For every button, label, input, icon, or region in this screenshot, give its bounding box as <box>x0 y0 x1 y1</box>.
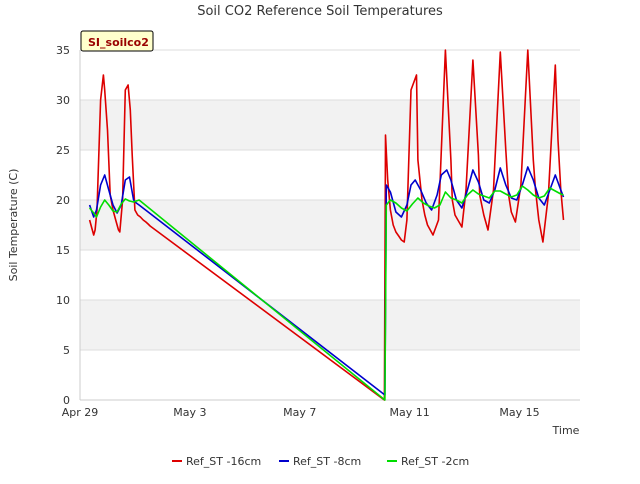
x-tick-label: Apr 29 <box>62 406 99 419</box>
y-tick-label: 0 <box>63 394 70 407</box>
y-tick-label: 25 <box>56 144 70 157</box>
site-tag-label: SI_soilco2 <box>88 36 149 49</box>
site-tag: SI_soilco2 <box>80 30 154 52</box>
site-tag-box <box>80 30 154 52</box>
series-line-1 <box>88 49 565 401</box>
legend-label: Ref_ST -2cm <box>401 455 469 468</box>
series-line-3 <box>88 185 564 401</box>
plot-background-bands <box>80 50 580 400</box>
y-tick-label: 30 <box>56 94 70 107</box>
x-tick-label: May 7 <box>283 406 316 419</box>
chart-title: Soil CO2 Reference Soil Temperatures <box>197 4 443 19</box>
series-lines <box>88 49 565 401</box>
grid-band <box>80 200 580 250</box>
legend-label: Ref_ST -8cm <box>293 455 361 468</box>
gridlines <box>80 49 580 401</box>
x-tick-label: May 3 <box>173 406 206 419</box>
x-tick-label: May 15 <box>499 406 539 419</box>
y-tick-label: 10 <box>56 294 70 307</box>
y-tick-label: 5 <box>63 344 70 357</box>
x-tick-label: May 11 <box>390 406 430 419</box>
legend: Ref_ST -16cm Ref_ST -8cm Ref_ST -2cm <box>172 455 469 468</box>
x-axis-label: Time <box>552 424 580 437</box>
y-axis-label: Soil Temperature (C) <box>7 169 20 282</box>
axes: 0 5 10 15 20 25 30 35 Apr 29 May 3 May 7 May 11 May … <box>56 44 580 419</box>
y-tick-label: 20 <box>56 194 70 207</box>
y-tick-label: 35 <box>56 44 70 57</box>
grid-band <box>80 300 580 350</box>
legend-label: Ref_ST -16cm <box>186 455 261 468</box>
y-tick-label: 15 <box>56 244 70 257</box>
